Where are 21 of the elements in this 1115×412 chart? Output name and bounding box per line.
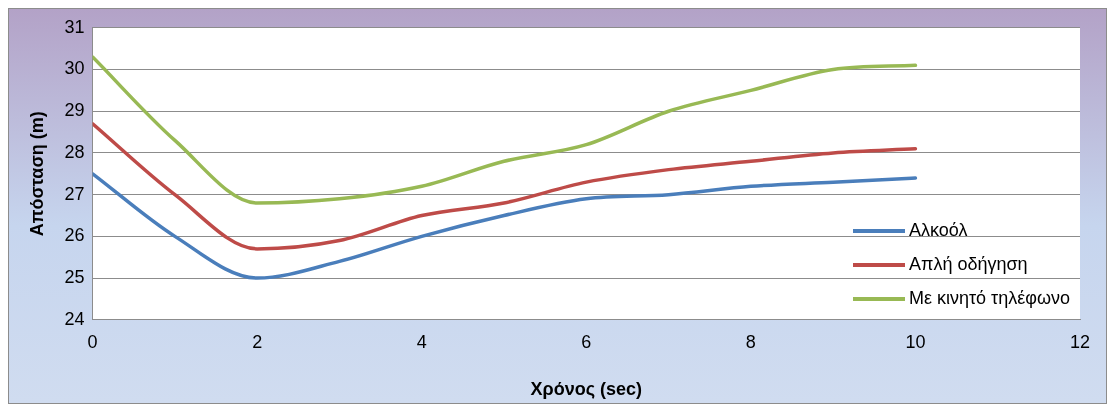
y-tick-label: 27 — [64, 183, 85, 204]
y-tick-label: 31 — [64, 16, 85, 37]
x-tick-label: 0 — [87, 331, 98, 352]
y-tick-label: 30 — [64, 58, 85, 79]
y-tick-label: 29 — [64, 100, 85, 121]
x-tick-label: 6 — [581, 331, 592, 352]
legend-label: Με κινητό τηλέφωνο — [908, 288, 1070, 310]
x-tick-label: 8 — [745, 331, 756, 352]
x-axis-title: Χρόνος (sec) — [530, 379, 643, 400]
y-axis-title: Απόσταση (m) — [26, 111, 47, 237]
x-tick-label: 2 — [252, 331, 263, 352]
y-tick-label: 24 — [64, 308, 85, 329]
legend-label: Αλκοόλ — [908, 220, 968, 242]
x-tick-label: 4 — [416, 331, 427, 352]
x-tick-label: 12 — [1069, 331, 1091, 352]
x-tick-label: 10 — [905, 331, 926, 352]
y-tick-label: 28 — [64, 141, 85, 162]
legend-label: Απλή οδήγηση — [908, 254, 1028, 276]
line-series — [92, 55, 918, 205]
y-tick-label: 25 — [64, 267, 85, 288]
y-tick-label: 26 — [64, 225, 85, 246]
